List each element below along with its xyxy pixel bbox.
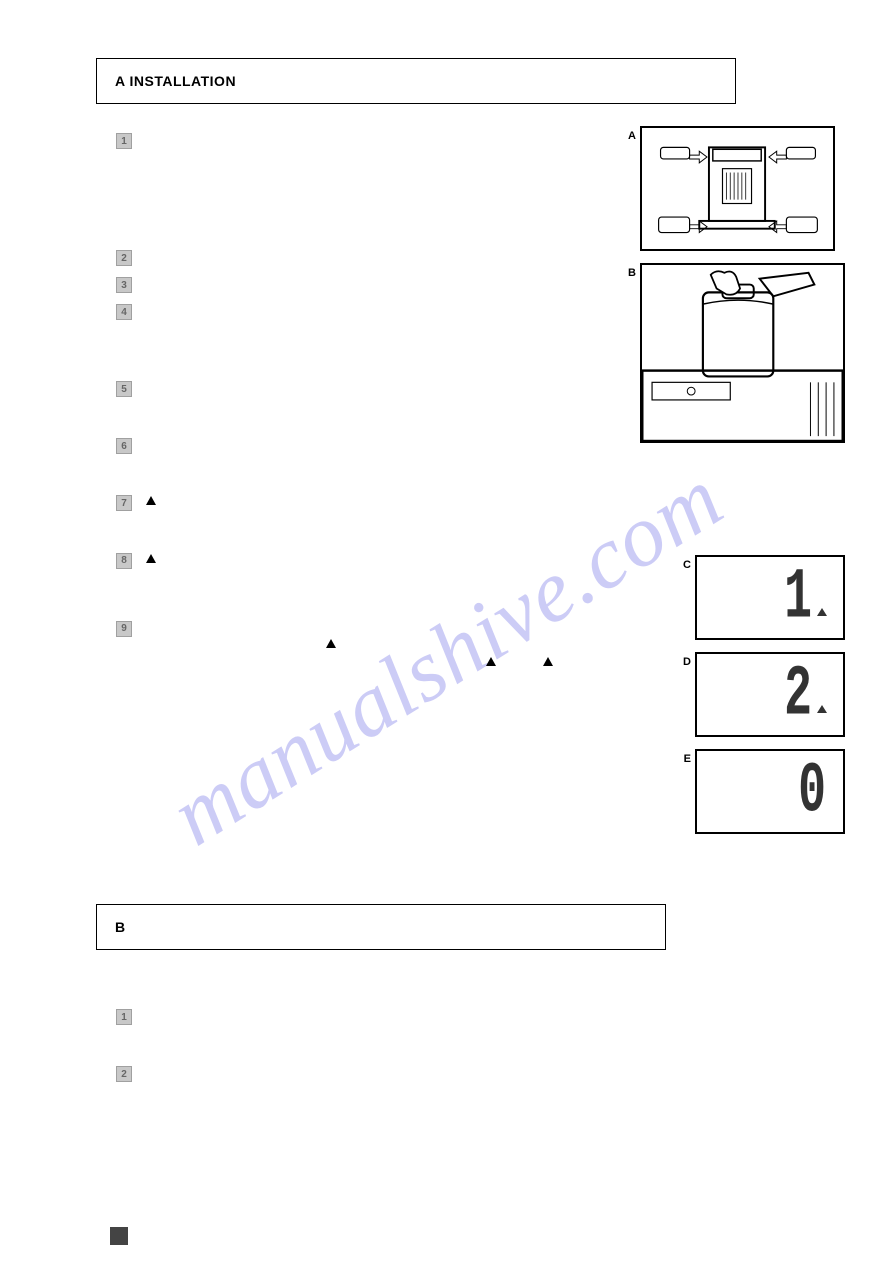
figure-c: C 1 <box>695 555 845 640</box>
step-text <box>144 1008 736 1025</box>
triangle-icon <box>817 705 827 713</box>
step-4: 4 <box>116 303 626 320</box>
step-num: 5 <box>116 381 132 397</box>
section-b: B 1 2 <box>96 904 736 1092</box>
triangle-icon <box>326 639 336 648</box>
step-6: 6 <box>116 437 626 454</box>
triangle-icon <box>543 657 553 666</box>
section-a-title: A INSTALLATION <box>115 73 236 89</box>
figure-b: B <box>640 263 845 443</box>
step-text <box>144 249 626 266</box>
section-b-title: B <box>115 919 126 935</box>
step-num: 4 <box>116 304 132 320</box>
step-text <box>144 1065 736 1082</box>
right-column: A <box>640 126 845 846</box>
step-num: 1 <box>116 133 132 149</box>
step-7: 7 <box>116 494 626 512</box>
step-5: 5 <box>116 380 626 397</box>
triangle-icon <box>146 554 156 563</box>
heater-diagram-icon <box>642 128 833 249</box>
section-a-steps: 1 2 3 4 5 6 <box>96 132 626 673</box>
figure-label: D <box>683 656 691 668</box>
step-9: 9 <box>116 620 626 673</box>
step-num: 8 <box>116 553 132 569</box>
step-num: 3 <box>116 277 132 293</box>
page-number <box>110 1227 134 1245</box>
left-column: A INSTALLATION 1 2 3 4 5 <box>96 58 626 683</box>
section-a-box: A INSTALLATION <box>96 58 736 104</box>
figure-label: A <box>628 130 636 142</box>
step-b1: 1 <box>116 1008 736 1025</box>
step-1: 1 <box>116 132 626 149</box>
step-text <box>144 303 626 320</box>
triangle-icon <box>486 657 496 666</box>
step-num: 1 <box>116 1009 132 1025</box>
figure-label: C <box>683 559 691 571</box>
step-num: 6 <box>116 438 132 454</box>
figure-a: A <box>640 126 835 251</box>
figure-label: B <box>628 267 636 279</box>
step-text <box>144 494 626 512</box>
step-3: 3 <box>116 276 626 293</box>
step-8: 8 <box>116 552 626 570</box>
lcd-digit: 0 <box>798 751 823 833</box>
step-num: 2 <box>116 1066 132 1082</box>
step-num: 7 <box>116 495 132 511</box>
lcd-digit: 2 <box>784 654 809 736</box>
tank-removal-icon <box>642 265 843 441</box>
triangle-icon <box>817 608 827 616</box>
triangle-icon <box>146 496 156 505</box>
step-num: 2 <box>116 250 132 266</box>
lcd-digit: 1 <box>784 557 809 639</box>
figure-label: E <box>684 753 691 765</box>
step-b2: 2 <box>116 1065 736 1082</box>
section-b-box: B <box>96 904 666 950</box>
step-text <box>144 620 626 673</box>
figure-d: D 2 <box>695 652 845 737</box>
step-num: 9 <box>116 621 132 637</box>
step-text <box>144 437 626 454</box>
step-text <box>144 132 626 149</box>
page-number-box <box>110 1227 128 1245</box>
figure-e: E 0 <box>695 749 845 834</box>
page: A INSTALLATION 1 2 3 4 5 <box>0 0 893 1263</box>
step-2: 2 <box>116 249 626 266</box>
step-text <box>144 552 626 570</box>
step-text <box>144 276 626 293</box>
step-text <box>144 380 626 397</box>
